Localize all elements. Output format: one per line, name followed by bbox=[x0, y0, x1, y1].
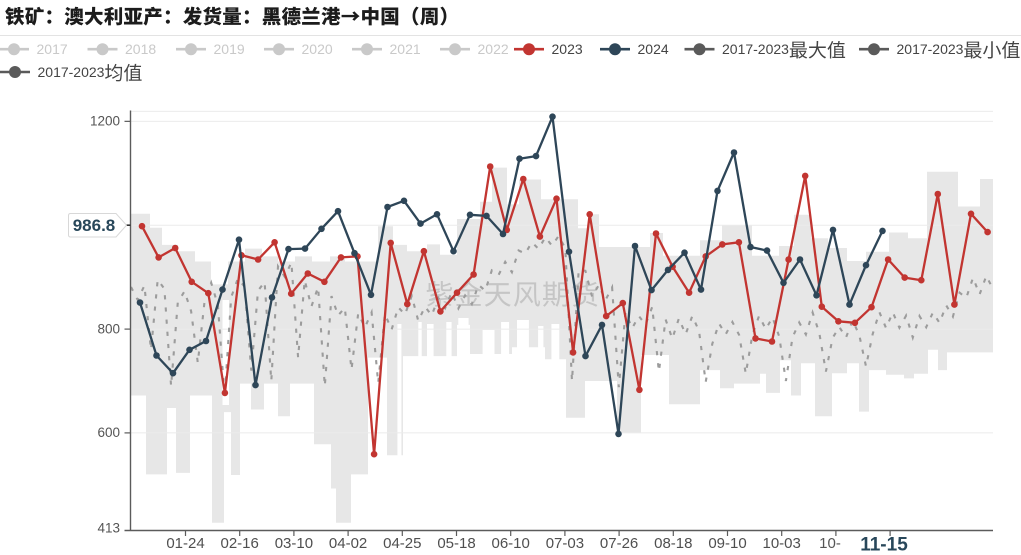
svg-text:10-: 10- bbox=[819, 535, 841, 552]
svg-text:11-15: 11-15 bbox=[860, 535, 908, 555]
svg-text:413: 413 bbox=[97, 521, 120, 536]
svg-text:2018: 2018 bbox=[125, 41, 156, 57]
svg-text:2019: 2019 bbox=[214, 41, 245, 57]
svg-text:2017-2023: 2017-2023 bbox=[897, 41, 964, 57]
svg-text:2020: 2020 bbox=[302, 41, 333, 57]
svg-text:600: 600 bbox=[97, 425, 120, 440]
svg-text:2017-2023: 2017-2023 bbox=[722, 41, 789, 57]
svg-text:2021: 2021 bbox=[390, 41, 421, 57]
svg-text:800: 800 bbox=[97, 321, 120, 336]
svg-text:986.8: 986.8 bbox=[73, 216, 116, 235]
svg-text:09-10: 09-10 bbox=[708, 535, 746, 552]
svg-text:04-25: 04-25 bbox=[383, 535, 421, 552]
svg-text:1200: 1200 bbox=[90, 114, 120, 129]
svg-text:08-18: 08-18 bbox=[654, 535, 692, 552]
svg-text:07-26: 07-26 bbox=[600, 535, 638, 552]
svg-text:06-10: 06-10 bbox=[492, 535, 530, 552]
svg-text:2024: 2024 bbox=[638, 41, 669, 57]
svg-text:07-03: 07-03 bbox=[546, 535, 584, 552]
svg-text:10-03: 10-03 bbox=[763, 535, 801, 552]
svg-text:2017-2023: 2017-2023 bbox=[38, 64, 105, 80]
svg-text:2023: 2023 bbox=[552, 41, 583, 57]
svg-text:02-16: 02-16 bbox=[221, 535, 259, 552]
svg-text:04-02: 04-02 bbox=[329, 535, 367, 552]
svg-text:2017: 2017 bbox=[37, 41, 68, 57]
svg-text:2022: 2022 bbox=[478, 41, 509, 57]
svg-text:05-18: 05-18 bbox=[437, 535, 475, 552]
svg-text:01-24: 01-24 bbox=[166, 535, 204, 552]
svg-text:03-10: 03-10 bbox=[275, 535, 313, 552]
